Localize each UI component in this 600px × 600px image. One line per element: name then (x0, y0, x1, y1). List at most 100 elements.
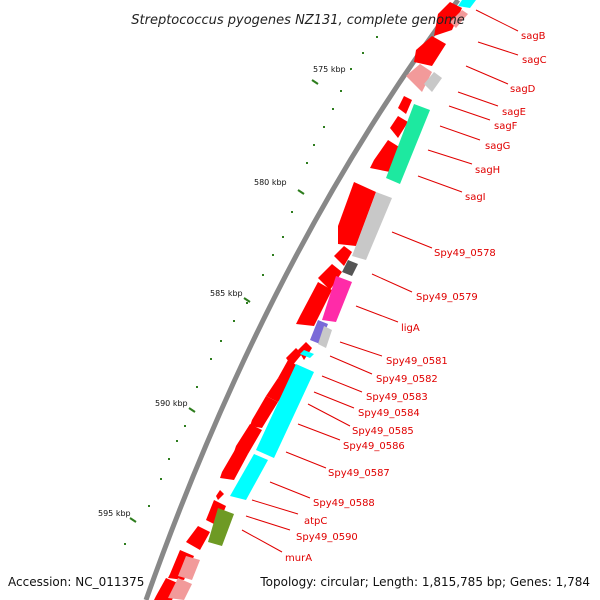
scale-label: 580 kbp (254, 178, 287, 187)
label-leader-line (475, 9, 519, 32)
gene-feature (458, 0, 476, 8)
tick-mark (196, 386, 198, 388)
backbone (143, 0, 460, 600)
scale-label: 590 kbp (155, 399, 188, 408)
label-leader-line (391, 231, 433, 249)
tick-mark (246, 302, 248, 304)
label-leader-line (448, 105, 491, 121)
tick-mark (168, 458, 170, 460)
gene-label: sagD (510, 84, 536, 95)
gene-feature (318, 326, 332, 348)
label-leader-line (241, 529, 283, 553)
gene-label: sagB (521, 31, 546, 42)
gene-feature (450, 10, 468, 28)
tick-mark (282, 236, 284, 238)
cds-feature (266, 378, 290, 402)
cds-feature (318, 264, 342, 290)
label-leader-line (477, 41, 519, 56)
tick-mark (220, 340, 222, 342)
cds-feature (434, 2, 462, 36)
gene-label: Spy49_0587 (328, 468, 390, 479)
label-leader-line (355, 305, 399, 323)
tick-mark (262, 274, 264, 276)
gene-features (154, 0, 476, 600)
tick-mark (291, 211, 293, 213)
label-leader-line (371, 273, 413, 293)
gene-labels: sagB sagC sagD sagE sagF sagG sagH sagI Spy49_05… (241, 9, 547, 564)
tick-mark (210, 358, 212, 360)
gene-label: Spy49_0588 (313, 498, 375, 509)
label-leader-line (313, 391, 355, 409)
tick-mark (340, 90, 342, 92)
gene-label: sagF (494, 121, 518, 132)
tick-mark (272, 254, 274, 256)
gene-label: sagI (465, 192, 486, 203)
gene-label: ligA (401, 323, 420, 334)
cds-feature (338, 182, 376, 246)
label-leader-line (245, 515, 291, 531)
gene-feature (256, 364, 314, 458)
tick-mark (233, 320, 235, 322)
cds-feature (278, 360, 298, 384)
label-leader-line (339, 341, 383, 357)
gene-label: sagH (475, 165, 500, 176)
tick-mark (350, 68, 352, 70)
label-leader-line (321, 375, 363, 393)
cds-feature (206, 500, 226, 526)
gene-feature (300, 350, 314, 358)
accession-label: Accession: NC_011375 (8, 575, 144, 589)
label-leader-line (329, 355, 373, 375)
label-leader-line (307, 403, 351, 427)
cds-feature (334, 246, 352, 266)
gene-feature (342, 260, 358, 276)
cds-feature (398, 96, 412, 114)
gene-label: atpC (304, 516, 327, 527)
label-leader-line (417, 175, 463, 193)
genome-summary: Topology: circular; Length: 1,815,785 bp… (259, 575, 590, 589)
tick-mark (332, 108, 334, 110)
label-leader-line (457, 91, 499, 107)
gene-label: Spy49_0586 (343, 441, 405, 452)
gene-label: Spy49_0582 (376, 374, 438, 385)
major-tick (311, 79, 319, 85)
tick-mark (362, 52, 364, 54)
cds-feature (390, 116, 408, 138)
tick-mark (376, 36, 378, 38)
gene-feature (168, 578, 192, 600)
gene-label: murA (285, 553, 312, 564)
tick-mark (176, 440, 178, 442)
cds-feature (296, 282, 332, 326)
scale-label: 595 kbp (98, 509, 131, 518)
tick-mark (306, 162, 308, 164)
major-tick (129, 517, 137, 523)
label-leader-line (439, 125, 481, 141)
tick-mark (160, 478, 162, 480)
cds-feature (414, 36, 446, 66)
major-tick (297, 189, 305, 195)
label-leader-line (297, 423, 341, 441)
cds-feature (216, 490, 224, 500)
label-leader-line (427, 149, 473, 165)
cds-feature (250, 396, 278, 428)
gene-label: Spy49_0590 (296, 532, 358, 543)
cds-feature (186, 526, 210, 550)
tick-mark (124, 543, 126, 545)
gene-label: Spy49_0584 (358, 408, 420, 419)
label-leader-line (465, 65, 509, 85)
map-title: Streptococcus pyogenes NZ131, complete g… (131, 13, 465, 28)
gene-label: Spy49_0583 (366, 392, 428, 403)
gene-feature (178, 556, 200, 580)
cds-feature (370, 140, 404, 172)
tick-mark (184, 425, 186, 427)
cds-feature (234, 424, 262, 454)
gene-label: sagC (522, 55, 547, 66)
scale-label: 575 kbp (313, 65, 346, 74)
cds-feature (220, 448, 248, 480)
label-leader-line (251, 499, 299, 515)
gene-feature (386, 104, 430, 184)
gene-label: Spy49_0578 (434, 248, 496, 259)
gene-label: Spy49_0579 (416, 292, 478, 303)
gene-label: sagG (485, 141, 510, 152)
gene-label: Spy49_0585 (352, 426, 414, 437)
